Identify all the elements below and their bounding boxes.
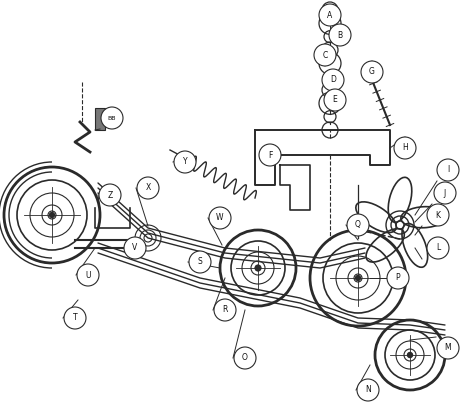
Text: T: T [73, 313, 77, 322]
Text: J: J [444, 188, 446, 197]
Text: I: I [447, 166, 449, 175]
Circle shape [427, 237, 449, 259]
Circle shape [434, 182, 456, 204]
Text: N: N [365, 386, 371, 395]
Circle shape [394, 137, 416, 159]
Circle shape [189, 251, 211, 273]
Text: BB: BB [108, 115, 116, 120]
Circle shape [64, 307, 86, 329]
Circle shape [259, 144, 281, 166]
Text: R: R [222, 306, 228, 315]
Circle shape [255, 266, 261, 271]
Circle shape [234, 347, 256, 369]
Circle shape [137, 177, 159, 199]
Circle shape [347, 214, 369, 236]
Circle shape [99, 184, 121, 206]
Text: W: W [216, 213, 224, 222]
Text: V: V [132, 244, 137, 253]
Text: Z: Z [108, 191, 113, 200]
Text: B: B [337, 31, 343, 40]
Text: F: F [268, 151, 272, 160]
Text: A: A [328, 11, 333, 20]
Circle shape [356, 275, 361, 281]
Circle shape [324, 89, 346, 111]
Bar [95, 108, 105, 130]
Circle shape [77, 264, 99, 286]
Text: E: E [333, 95, 337, 104]
Circle shape [124, 237, 146, 259]
Circle shape [361, 61, 383, 83]
Text: P: P [396, 273, 401, 282]
Circle shape [437, 159, 459, 181]
Circle shape [427, 204, 449, 226]
Text: L: L [436, 244, 440, 253]
Text: S: S [198, 257, 202, 266]
Circle shape [314, 44, 336, 66]
Text: H: H [402, 144, 408, 153]
Text: G: G [369, 67, 375, 77]
Circle shape [437, 337, 459, 359]
Text: Q: Q [355, 220, 361, 229]
Circle shape [357, 379, 379, 401]
Circle shape [387, 267, 409, 289]
Text: O: O [242, 353, 248, 362]
Text: D: D [330, 75, 336, 84]
Circle shape [101, 107, 123, 129]
Text: C: C [322, 51, 328, 60]
Circle shape [319, 4, 341, 26]
Circle shape [322, 69, 344, 91]
Circle shape [174, 151, 196, 173]
Text: X: X [146, 184, 151, 193]
Text: M: M [445, 344, 451, 353]
Circle shape [408, 353, 412, 357]
Circle shape [49, 213, 55, 217]
Text: K: K [436, 211, 440, 220]
Circle shape [214, 299, 236, 321]
Text: U: U [85, 271, 91, 279]
Circle shape [209, 207, 231, 229]
Circle shape [329, 24, 351, 46]
Text: Y: Y [182, 157, 187, 166]
